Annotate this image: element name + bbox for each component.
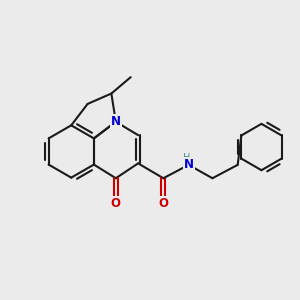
Text: H: H <box>184 153 191 163</box>
Text: O: O <box>158 197 168 210</box>
Text: N: N <box>184 158 194 171</box>
Text: N: N <box>111 115 121 128</box>
Text: O: O <box>111 197 121 210</box>
